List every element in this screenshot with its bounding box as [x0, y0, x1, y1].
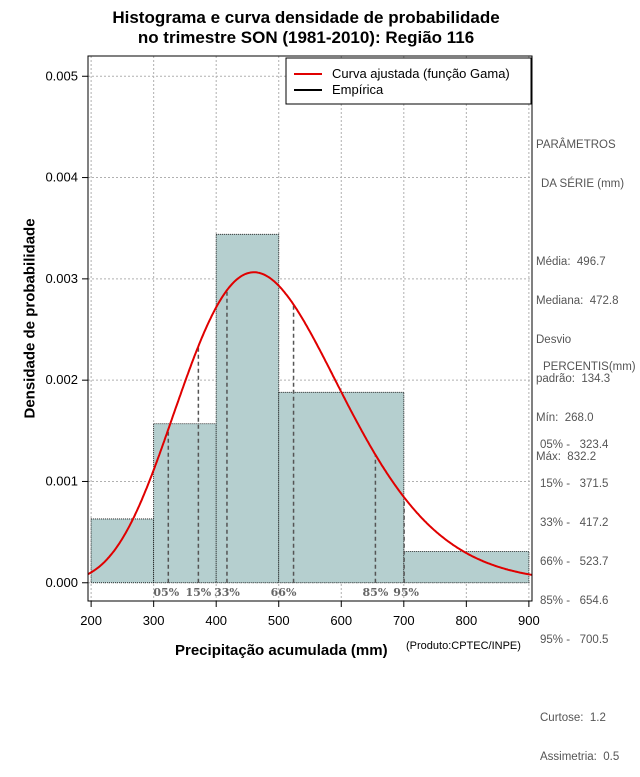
percentile-label: 05% [153, 586, 179, 599]
percentile-row: 95% - 700.5 [540, 634, 609, 646]
percentile-label: 95% [393, 586, 419, 599]
plot-frame [87, 55, 533, 602]
kurtosis: Curtose: 1.2 [540, 712, 606, 724]
y-tick-label: 0.003 [45, 271, 78, 286]
percentile-row: 15% - 371.5 [540, 478, 609, 490]
chart-title-line2: no trimestre SON (1981-2010): Região 116 [137, 28, 475, 47]
percentile-label: 33% [214, 586, 240, 599]
percentile-row: 85% - 654.6 [540, 595, 609, 607]
param-min: Mín: 268.0 [536, 412, 594, 424]
percentile-row: 05% - 323.4 [540, 439, 609, 451]
gamma-density-curve [87, 271, 533, 576]
percentile-row: 66% - 523.7 [540, 556, 609, 568]
histogram-bar [90, 518, 155, 584]
y-tick-label: 0.004 [45, 170, 78, 185]
percentile-label: 15% [185, 586, 211, 599]
histogram-chart: 05% 15% 33% 66% 85% 95% 200 300 400 500 600 700 800 9… [45, 55, 540, 628]
x-axis-label: Precipitação acumulada (mm) [175, 642, 388, 659]
params-header-1: PARÂMETROS [536, 139, 616, 151]
y-axis-label: Densidade de probabilidade [21, 218, 39, 419]
histogram-bar [403, 550, 530, 584]
percentiles-header: PERCENTIS(mm) [543, 361, 636, 373]
chart-title: Histograma e curva densidade de probabil… [0, 8, 612, 48]
param-mean: Média: 496.7 [536, 256, 606, 268]
percentile-row: 33% - 417.2 [540, 517, 609, 529]
histogram-bar [215, 233, 280, 584]
param-stddev: padrão: 134.3 [536, 373, 611, 385]
percentiles-panel: PERCENTIS(mm) 05% - 323.4 15% - 371.5 33… [536, 335, 636, 777]
params-header-2: DA SÉRIE (mm) [541, 178, 625, 190]
legend-label: Curva ajustada (função Gama) [332, 66, 510, 81]
percentile-label: 66% [271, 586, 297, 599]
chart-title-line1: Histograma e curva densidade de probabil… [112, 8, 500, 27]
histogram-bar [278, 391, 405, 584]
histogram-bar [153, 423, 217, 584]
percentile-label: 85% [363, 586, 389, 599]
x-tick-label: 900 [518, 613, 540, 628]
param-max: Máx: 832.2 [536, 451, 597, 463]
x-tick-label: 400 [205, 613, 227, 628]
x-tick-label: 600 [330, 613, 352, 628]
product-credit: (Produto:CPTEC/INPE) [406, 640, 521, 652]
x-tick-label: 700 [393, 613, 415, 628]
y-tick-label: 0.002 [45, 372, 78, 387]
legend-label: Empírica [332, 82, 384, 97]
series-parameters-panel: PARÂMETROS DA SÉRIE (mm) Média: 496.7 Me… [536, 113, 624, 477]
legend-box [285, 57, 532, 105]
y-tick-label: 0.005 [45, 68, 78, 83]
y-tick-label: 0.001 [45, 473, 78, 488]
param-stddev-label: Desvio [536, 334, 572, 346]
x-tick-label: 200 [80, 613, 102, 628]
skewness: Assimetria: 0.5 [540, 751, 620, 763]
x-tick-label: 500 [268, 613, 290, 628]
y-tick-label: 0.000 [45, 575, 78, 590]
param-median: Mediana: 472.8 [536, 295, 619, 307]
x-tick-label: 800 [455, 613, 477, 628]
x-tick-label: 300 [143, 613, 165, 628]
